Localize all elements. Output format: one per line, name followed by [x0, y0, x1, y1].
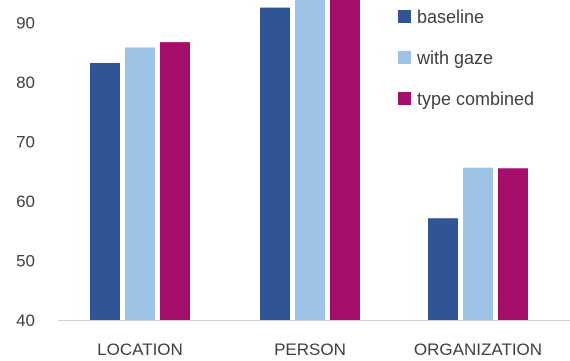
- y-tick-label: 40: [16, 311, 35, 330]
- legend-label: baseline: [417, 7, 484, 27]
- x-tick-label: LOCATION: [97, 340, 183, 359]
- x-axis-ticks: LOCATION PERSON ORGANIZATION: [97, 340, 542, 359]
- bar-with-gaze-organization: [463, 167, 493, 320]
- legend-swatch: [398, 51, 411, 64]
- y-tick-label: 60: [16, 192, 35, 211]
- y-axis-ticks: 40 50 60 70 80 90: [16, 14, 35, 331]
- bar-baseline-organization: [428, 218, 458, 320]
- y-tick-label: 90: [16, 14, 35, 33]
- legend-swatch: [398, 10, 411, 23]
- y-tick-label: 50: [16, 252, 35, 271]
- legend: baseline with gaze type combined: [398, 7, 534, 109]
- x-tick-label: PERSON: [274, 340, 346, 359]
- legend-label: with gaze: [416, 48, 493, 68]
- bar-type-combined-location: [160, 42, 190, 320]
- bar-baseline-person: [260, 7, 290, 320]
- y-tick-label: 70: [16, 133, 35, 152]
- bar-type-combined-organization: [498, 168, 528, 320]
- bar-type-combined-person: [330, 0, 360, 320]
- bar-with-gaze-person: [295, 0, 325, 320]
- legend-swatch: [398, 92, 411, 105]
- x-tick-label: ORGANIZATION: [414, 340, 542, 359]
- bars-group: [90, 0, 528, 320]
- bar-with-gaze-location: [125, 47, 155, 320]
- y-tick-label: 80: [16, 73, 35, 92]
- bar-baseline-location: [90, 62, 120, 320]
- legend-label: type combined: [417, 89, 534, 109]
